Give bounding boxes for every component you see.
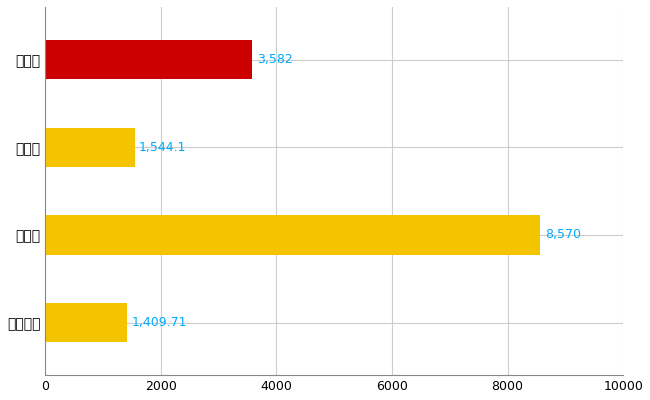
Bar (46, 215, 541, 255)
Text: 8,570: 8,570 (545, 228, 581, 242)
Text: 1,544.1: 1,544.1 (139, 141, 187, 154)
Bar (46, 303, 127, 342)
Bar (46, 128, 135, 167)
Bar (46, 40, 252, 79)
Text: 3,582: 3,582 (257, 53, 292, 66)
Text: 1,409.71: 1,409.71 (131, 316, 187, 329)
